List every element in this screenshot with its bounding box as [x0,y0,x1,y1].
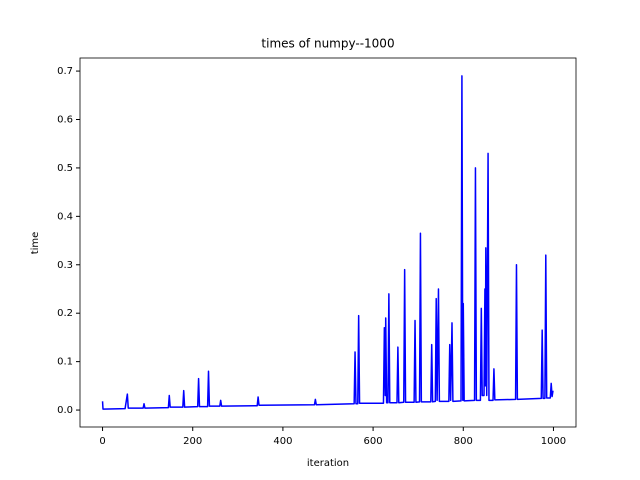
x-tick-label: 200 [183,436,202,447]
plot-frame [79,57,577,428]
y-tick-label: 0.2 [57,308,73,319]
x-axis-label: iteration [307,458,349,469]
y-tick-label: 0.4 [57,211,73,222]
y-tick-label: 0.7 [57,66,73,77]
x-tick-label: 600 [364,436,383,447]
x-tick-label: 0 [99,436,105,447]
x-tick-label: 800 [454,436,473,447]
x-tick-label: 1000 [541,436,566,447]
y-axis-label: time [30,232,41,255]
y-tick-label: 0.1 [57,357,73,368]
y-tick-label: 0.0 [57,405,73,416]
y-tick-label: 0.3 [57,260,73,271]
chart-title: times of numpy--1000 [261,37,394,51]
y-tick-label: 0.6 [57,115,73,126]
x-tick-label: 400 [273,436,292,447]
y-tick-label: 0.5 [57,163,73,174]
line-series [101,75,554,410]
